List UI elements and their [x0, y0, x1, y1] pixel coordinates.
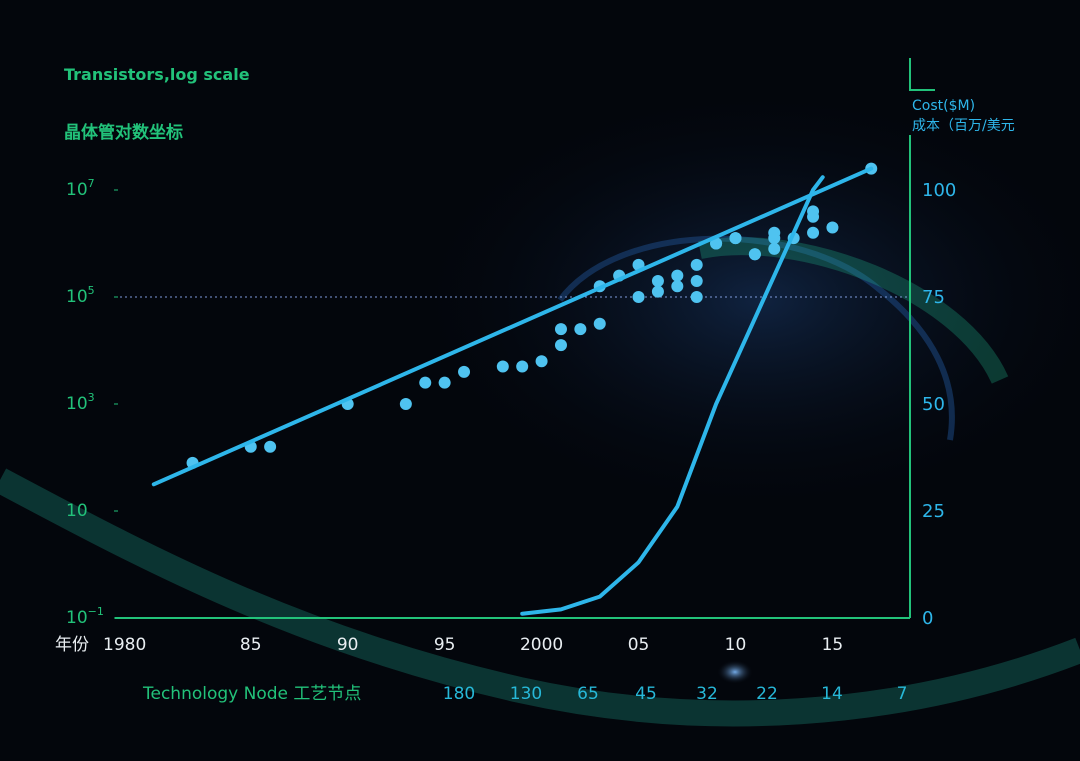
data-point [671, 269, 684, 282]
axes [115, 58, 935, 619]
data-point [768, 226, 781, 239]
right-tick-label: 25 [922, 501, 945, 522]
node-value-label: 180 [443, 684, 475, 704]
data-point [690, 258, 703, 271]
data-point [690, 291, 703, 303]
node-row-label: Technology Node 工艺节点 [142, 684, 361, 704]
left-tick-label: 107 [66, 177, 95, 200]
data-point [554, 323, 567, 336]
data-point [671, 280, 684, 293]
data-point [593, 317, 606, 330]
transistor-trend-line [151, 166, 874, 487]
data-point [826, 221, 839, 234]
data-point [535, 355, 548, 368]
data-point [807, 210, 820, 223]
right-axis-title-zh: 成本（百万/美元 [912, 118, 1015, 134]
x-tick-label: 1980 [103, 635, 146, 655]
data-point [496, 360, 509, 373]
left-tick-label: 103 [66, 391, 95, 414]
data-point [574, 323, 587, 336]
data-point [768, 242, 781, 255]
x-axis-label: 年份 [55, 635, 89, 655]
right-tick-label: 75 [922, 287, 945, 308]
node-value-label: 22 [756, 684, 778, 704]
x-tick-label: 05 [628, 635, 650, 655]
x-tick-label: 95 [434, 635, 456, 655]
data-point [458, 365, 471, 378]
data-point [807, 226, 820, 239]
data-point [438, 376, 451, 389]
node-value-label: 45 [635, 684, 657, 704]
right-tick-label: 0 [922, 608, 933, 629]
left-tick-label: 10 [66, 501, 88, 521]
data-point [651, 274, 664, 287]
data-point [748, 248, 761, 261]
cost-line [520, 175, 825, 616]
data-point [264, 440, 277, 453]
data-point [710, 237, 723, 250]
data-point [690, 274, 703, 287]
x-axis-ticks: 1980 85 90 95 2000 05 10 15 [103, 635, 843, 655]
node-value-label: 65 [577, 684, 599, 704]
data-point [651, 285, 664, 298]
data-point [419, 376, 432, 389]
node-value-label: 14 [821, 684, 843, 704]
right-axis-title-en: Cost($M) [912, 98, 975, 114]
right-axis-ticks: 100 75 50 25 0 [922, 180, 956, 629]
x-tick-label: 15 [822, 635, 844, 655]
right-axis-bracket [909, 58, 935, 91]
node-row-values: 180 130 65 45 32 22 14 7 [443, 684, 908, 704]
data-point [516, 360, 529, 373]
node-value-label: 130 [510, 684, 542, 704]
data-point [554, 339, 567, 352]
left-axis-title-zh: 晶体管对数坐标 [64, 122, 183, 143]
node-value-label: 7 [897, 684, 908, 704]
left-tick-label: 10−1 [66, 605, 104, 628]
left-axis-title-en: Transistors,log scale [64, 65, 250, 84]
data-point [399, 398, 412, 410]
node-value-label: 32 [696, 684, 718, 704]
right-tick-label: 100 [922, 180, 956, 201]
left-axis-ticks: 107 105 103 10 10−1 [66, 177, 118, 628]
data-point [729, 232, 742, 245]
right-tick-label: 50 [922, 394, 945, 415]
x-tick-label: 10 [725, 635, 747, 655]
x-tick-label: 90 [337, 635, 359, 655]
chart-marks [151, 162, 878, 616]
left-tick-label: 105 [66, 284, 95, 307]
x-tick-label: 85 [240, 635, 262, 655]
x-tick-label: 2000 [520, 635, 563, 655]
data-point [632, 291, 645, 303]
